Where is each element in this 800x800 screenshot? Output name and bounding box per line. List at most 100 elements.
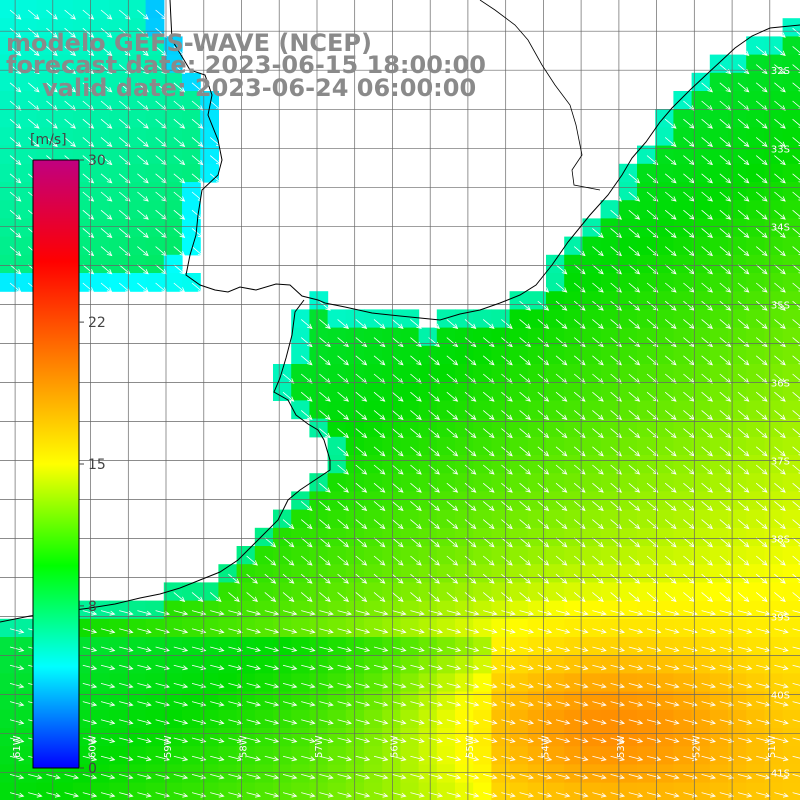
wind-arrow [610,246,622,257]
latitude-label: 39S [771,613,790,624]
wind-arrow [210,646,225,652]
latitude-label: 35S [771,300,790,311]
wind-speed-cell [109,163,128,183]
wind-speed-cell [345,527,365,547]
wind-speed-cell [728,236,747,256]
wind-speed-cell [364,418,383,438]
wind-arrow [573,446,586,457]
wind-arrow [337,537,349,548]
wind-arrow [301,719,316,725]
wind-arrow [464,573,477,584]
wind-speed-cell [473,728,492,747]
wind-arrow [337,646,352,652]
wind-speed-cell [236,782,256,800]
wind-speed-cell [145,145,165,165]
wind-arrow [137,646,152,652]
wind-speed-cell [345,455,365,474]
wind-arrow [119,774,134,780]
wind-speed-cell [618,345,638,365]
wind-arrow [792,191,800,201]
valid-date: valid date: 2023-06-24 06:00:00 [42,74,477,102]
latitude-label: 33S [771,144,790,155]
wind-arrow [537,610,553,616]
wind-arrow [701,628,716,634]
wind-speed-cell [618,436,638,456]
wind-arrow [483,683,498,689]
wind-speed-cell [127,655,147,674]
wind-arrow [519,319,531,329]
wind-speed-cell [218,564,238,583]
wind-arrow [210,774,225,780]
wind-speed-cell [36,782,56,800]
wind-speed-cell [527,764,547,784]
wind-arrow [737,319,750,329]
wind-speed-cell [491,364,511,383]
wind-arrow [119,792,134,798]
wind-arrow [501,410,513,420]
wind-arrow [792,719,800,723]
wind-speed-cell [109,254,128,274]
wind-speed-cell [455,782,474,800]
wind-speed-cell [91,218,110,238]
wind-speed-cell [91,673,110,693]
wind-speed-cell [327,618,347,638]
wind-speed-cell [327,673,347,693]
wind-arrow [737,264,750,275]
wind-speed-cell [564,309,583,329]
wind-speed-cell [527,673,547,693]
wind-speed-cell [709,54,729,74]
wind-arrow [519,555,531,566]
wind-arrow [664,173,677,184]
wind-speed-cell [473,709,492,729]
wind-arrow [191,592,204,602]
wind-speed-cell [527,364,547,383]
wind-speed-cell [709,291,729,310]
wind-arrow [264,774,280,780]
wind-speed-cell [728,655,747,674]
wind-speed-cell [436,491,456,511]
wind-arrow [82,701,98,707]
wind-speed-cell [655,163,674,183]
wind-speed-cell [473,782,492,800]
wind-speed-cell [254,582,274,602]
latitude-label: 41S [771,769,790,780]
wind-speed-cell [36,54,56,74]
wind-arrow [391,519,404,530]
wind-speed-cell [509,618,529,638]
wind-speed-cell [618,473,638,492]
wind-arrow [191,719,207,725]
wind-speed-cell [618,582,638,602]
wind-speed-cell [364,546,383,565]
wind-arrow [446,519,459,530]
wind-speed-cell [509,782,529,800]
wind-arrow [82,719,98,725]
wind-arrow [483,792,498,798]
wind-arrow [774,155,786,166]
wind-arrow [774,391,786,402]
forecast-date: forecast date: 2023-06-15 18:00:00 [6,51,486,79]
wind-arrow [628,610,644,616]
longitude-label: 61W [12,735,23,758]
wind-arrow [337,355,349,366]
wind-speed-cell [182,764,201,784]
wind-arrow [755,246,768,257]
wind-speed-cell [455,527,474,547]
wind-speed-cell [382,327,401,347]
wind-speed-cell [746,473,765,492]
wind-arrow [282,701,298,707]
wind-arrow [446,355,459,366]
wind-speed-cell [145,72,165,92]
wind-speed-cell [182,200,201,219]
wind-arrow [410,610,425,616]
wind-speed-cell [0,236,19,256]
wind-arrow [483,755,498,762]
wind-speed-cell [618,418,638,438]
wind-arrow [410,646,425,652]
wind-speed-cell [0,637,19,656]
wind-speed-cell [127,618,147,638]
wind-speed-cell [564,527,583,547]
wind-arrow [501,355,513,366]
wind-speed-cell [691,273,711,292]
wind-speed-cell [436,327,456,347]
wind-speed-cell [673,291,693,310]
